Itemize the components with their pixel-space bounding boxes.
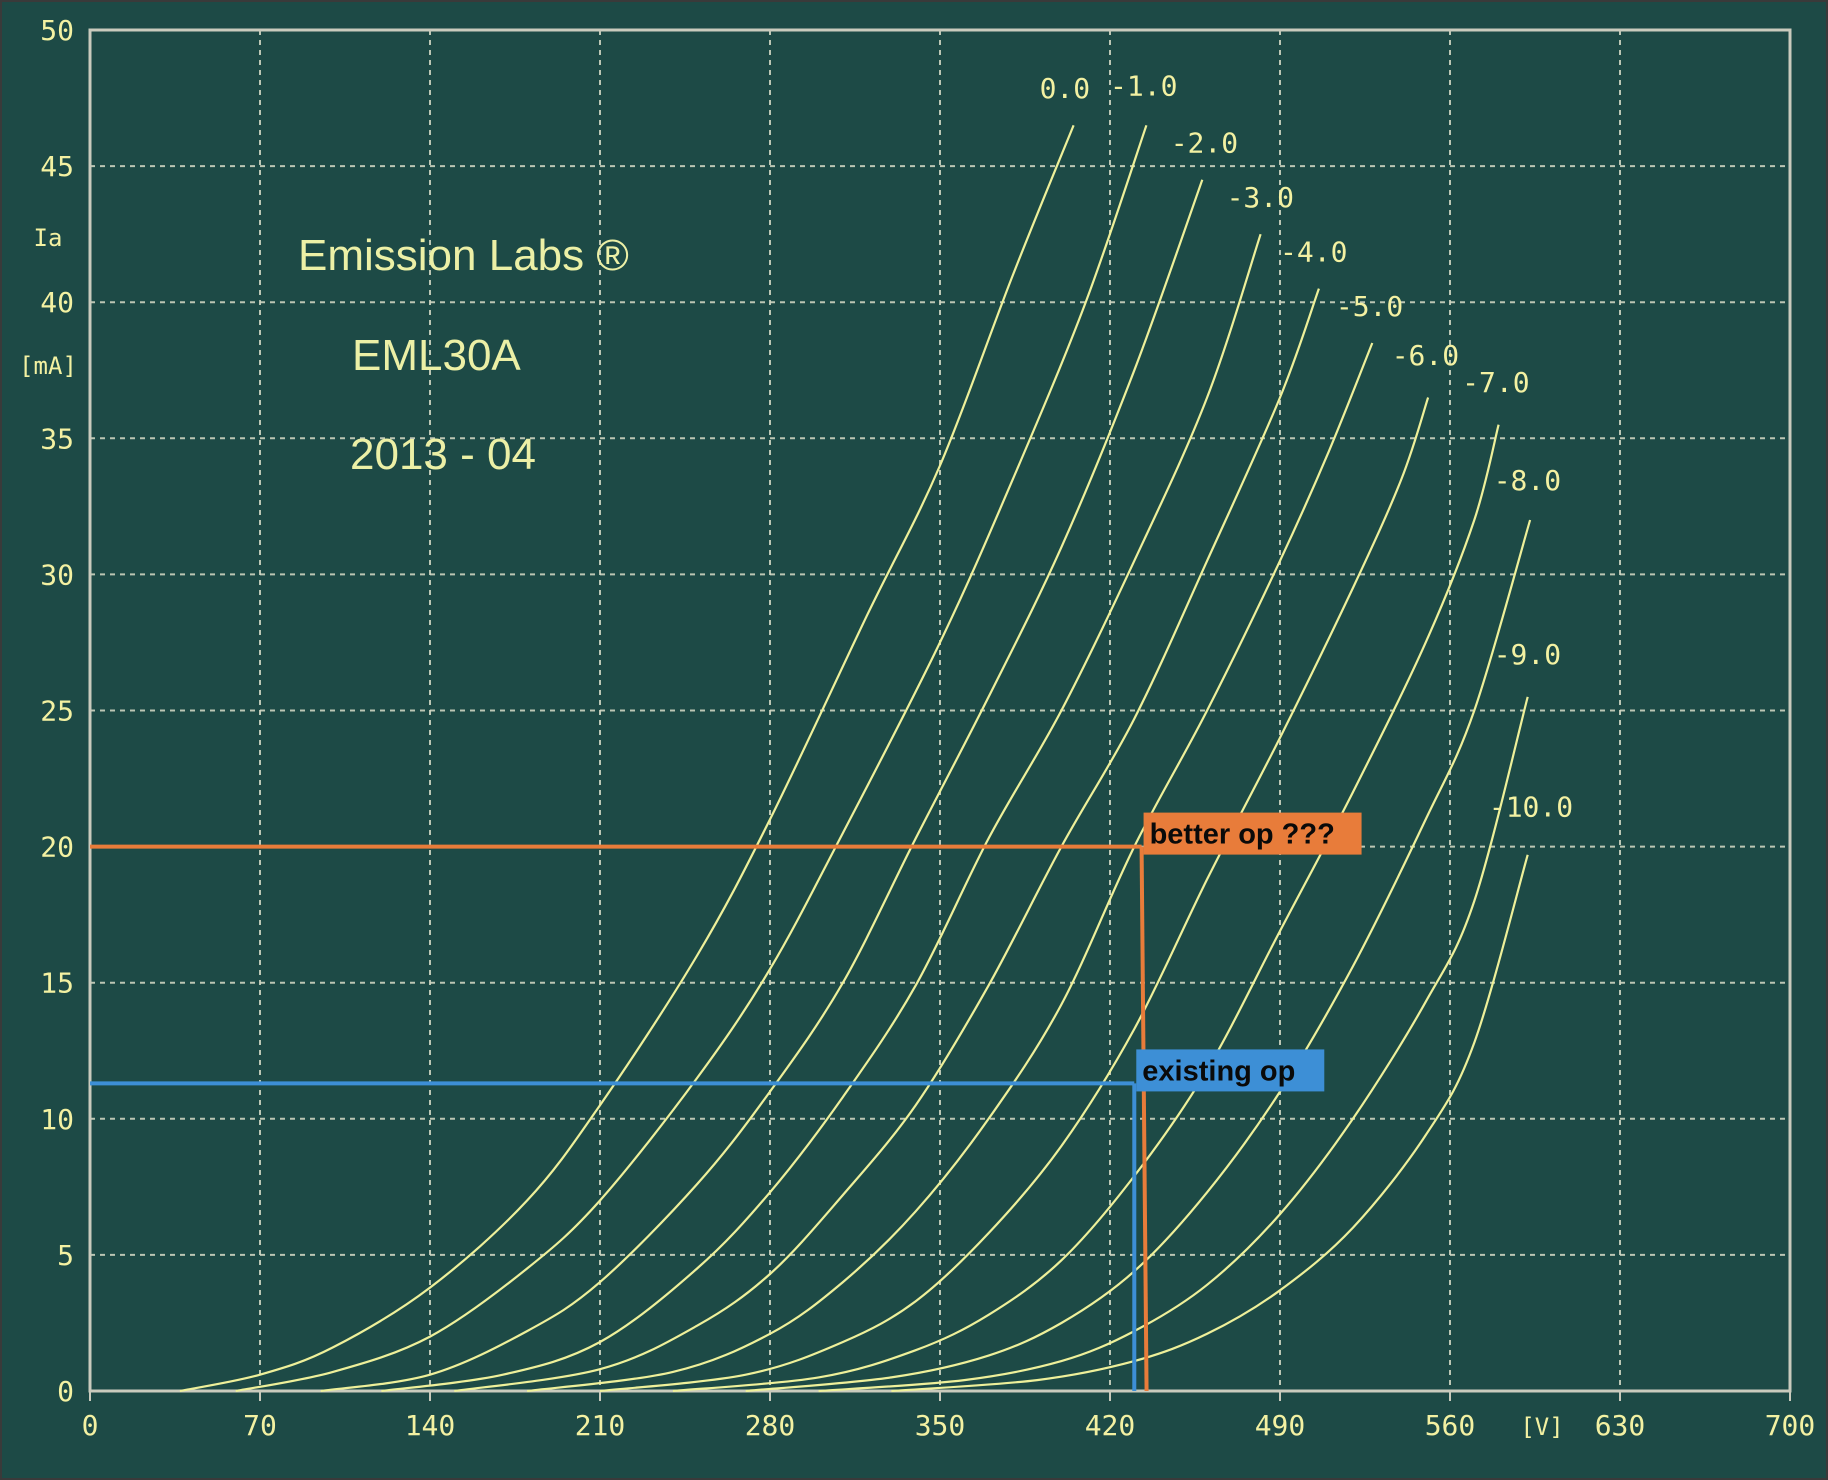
x-tick-label: 140 bbox=[405, 1409, 456, 1442]
curve-label: -3.0 bbox=[1227, 181, 1294, 214]
plate-curves bbox=[179, 124, 1532, 1393]
y-tick-label: 40 bbox=[40, 286, 74, 319]
curve-vg-neg3_0 bbox=[381, 233, 1262, 1393]
better-op-vertical bbox=[1139, 846, 1149, 1392]
x-tick-label: 0 bbox=[82, 1409, 99, 1442]
curve-label: -7.0 bbox=[1462, 366, 1529, 399]
curve-vg-neg5_0 bbox=[526, 342, 1374, 1393]
x-tick-label: 630 bbox=[1595, 1409, 1646, 1442]
y-tick-label: 10 bbox=[40, 1103, 74, 1136]
better-op-label: better op ??? bbox=[1150, 819, 1335, 851]
x-tick-label: 210 bbox=[575, 1409, 626, 1442]
existing-op-label-box bbox=[1136, 1049, 1325, 1092]
curve-vg-neg10_0 bbox=[891, 854, 1529, 1393]
curve-label: -8.0 bbox=[1494, 464, 1561, 497]
curve-label: -6.0 bbox=[1392, 339, 1459, 372]
curve-label: -10.0 bbox=[1489, 791, 1573, 824]
y-tick-label: 5 bbox=[57, 1239, 74, 1272]
curve-vg-neg7_0 bbox=[672, 424, 1500, 1393]
x-axis-label: [V] bbox=[1520, 1413, 1563, 1441]
y-tick-label: 30 bbox=[40, 558, 74, 591]
y-tick-label: 25 bbox=[40, 695, 74, 728]
operating-points: better op ??? existing op bbox=[90, 812, 1362, 1392]
curve-vg-neg6_0 bbox=[599, 397, 1430, 1393]
x-tick-label: 560 bbox=[1425, 1409, 1476, 1442]
x-tick-label: 350 bbox=[915, 1409, 966, 1442]
tube-model: EML30A bbox=[352, 331, 521, 380]
x-tick-label: 420 bbox=[1085, 1409, 1136, 1442]
y-tick-label: 20 bbox=[40, 831, 74, 864]
curve-label: -2.0 bbox=[1171, 126, 1238, 159]
curve-vg-neg1_0 bbox=[235, 124, 1148, 1393]
curve-vg-neg2_0 bbox=[320, 179, 1204, 1393]
y-tick-label: 50 bbox=[40, 14, 74, 47]
y-tick-label: 35 bbox=[40, 422, 74, 455]
axes: 0 70 140 210 280 350 420 490 560 630 700 0 5 10 15 20 25… bbox=[19, 14, 1815, 1442]
curve-vg-0_0 bbox=[179, 124, 1075, 1393]
y-tick-label: 0 bbox=[57, 1375, 74, 1408]
curve-label: -1.0 bbox=[1110, 69, 1177, 102]
brand-name: Emission Labs ® bbox=[298, 231, 629, 280]
chart-date: 2013 - 04 bbox=[350, 430, 536, 479]
existing-op-label: existing op bbox=[1142, 1055, 1295, 1087]
x-tick-label: 490 bbox=[1255, 1409, 1306, 1442]
curve-labels: 0.0 -1.0 -2.0 -3.0 -4.0 -5.0 -6.0-7.0 -8.0 -9.0 -… bbox=[1040, 69, 1574, 823]
y-axis-label-top: Ia bbox=[34, 224, 63, 252]
curve-vg-neg8_0 bbox=[745, 519, 1532, 1393]
y-axis-label-bottom: [mA] bbox=[19, 352, 77, 380]
curve-label: -5.0 bbox=[1336, 290, 1403, 323]
curve-label: -4.0 bbox=[1280, 235, 1347, 268]
curve-label: -9.0 bbox=[1494, 638, 1561, 671]
x-tick-label: 70 bbox=[243, 1409, 277, 1442]
y-tick-label: 15 bbox=[40, 967, 74, 1000]
curve-label: 0.0 bbox=[1040, 72, 1091, 105]
curve-vg-neg9_0 bbox=[818, 696, 1529, 1393]
brand-block: Emission Labs ® EML30A 2013 - 04 bbox=[298, 231, 629, 479]
curve-vg-neg4_0 bbox=[454, 288, 1320, 1393]
better-op-label-box bbox=[1143, 812, 1362, 855]
x-tick-label: 700 bbox=[1765, 1409, 1816, 1442]
y-tick-label: 45 bbox=[40, 150, 74, 183]
x-tick-label: 280 bbox=[745, 1409, 796, 1442]
